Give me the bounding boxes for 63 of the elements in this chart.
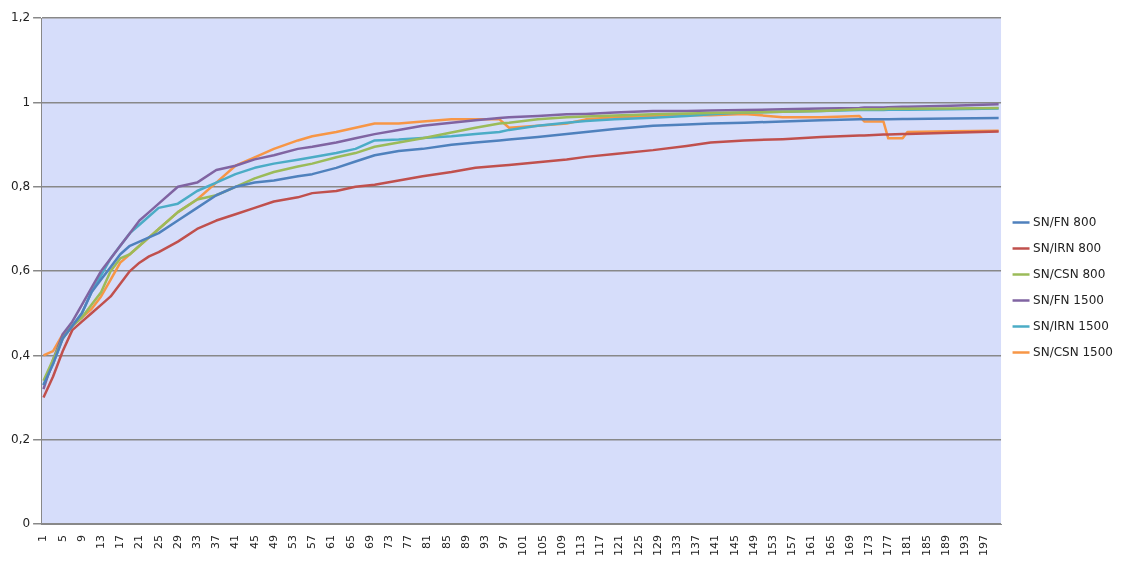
x-tick-label: 97 bbox=[497, 535, 511, 549]
x-tick-label: 29 bbox=[170, 535, 184, 549]
x-tick-label: 117 bbox=[593, 535, 607, 556]
y-tick-label: 0,8 bbox=[10, 178, 31, 193]
x-tick-label: 137 bbox=[689, 535, 703, 556]
x-tick-label: 73 bbox=[381, 535, 395, 549]
x-tick-label: 37 bbox=[209, 535, 223, 549]
y-tick-label: 0,6 bbox=[10, 263, 31, 278]
x-tick-label: 49 bbox=[266, 535, 280, 549]
x-tick-label: 181 bbox=[900, 535, 914, 556]
x-tick-label: 157 bbox=[785, 535, 799, 556]
x-tick-label: 129 bbox=[650, 535, 664, 556]
x-tick-label: 65 bbox=[343, 535, 357, 549]
x-tick-label: 177 bbox=[881, 535, 895, 556]
x-tick-label: 57 bbox=[305, 535, 319, 549]
x-tick-label: 101 bbox=[516, 535, 530, 556]
x-tick-label: 133 bbox=[669, 535, 683, 556]
x-tick-label: 41 bbox=[228, 535, 242, 549]
y-tick-label: 0,4 bbox=[10, 347, 31, 362]
legend-label: SN/CSN 800 bbox=[1033, 266, 1106, 281]
x-tick-label: 69 bbox=[362, 535, 376, 549]
x-tick-label: 77 bbox=[401, 535, 415, 549]
legend-label: SN/CSN 1500 bbox=[1033, 344, 1114, 359]
legend-label: SN/FN 1500 bbox=[1033, 292, 1104, 307]
x-tick-label: 109 bbox=[554, 535, 568, 556]
x-tick-label: 5 bbox=[55, 535, 69, 542]
x-tick-label: 93 bbox=[477, 535, 491, 549]
x-tick-label: 173 bbox=[861, 535, 875, 556]
legend-label: SN/FN 800 bbox=[1033, 214, 1097, 229]
y-tick-label: 1 bbox=[22, 94, 31, 109]
x-tick-label: 89 bbox=[458, 535, 472, 549]
x-tick-label: 153 bbox=[765, 535, 779, 556]
x-tick-label: 165 bbox=[823, 535, 837, 556]
legend-label: SN/IRN 800 bbox=[1033, 240, 1102, 255]
x-tick-label: 53 bbox=[285, 535, 299, 549]
legend-label: SN/IRN 1500 bbox=[1033, 318, 1109, 333]
x-tick-label: 197 bbox=[977, 535, 991, 556]
y-tick-label: 0,2 bbox=[10, 431, 31, 446]
x-tick-label: 125 bbox=[631, 535, 645, 556]
x-tick-label: 161 bbox=[804, 535, 818, 556]
x-tick-label: 61 bbox=[324, 535, 338, 549]
x-tick-label: 113 bbox=[573, 535, 587, 556]
x-tick-label: 1 bbox=[36, 535, 50, 542]
x-tick-label: 21 bbox=[132, 535, 146, 549]
x-tick-label: 189 bbox=[938, 535, 952, 556]
y-tick-label: 1,2 bbox=[10, 10, 31, 25]
x-tick-label: 25 bbox=[151, 535, 165, 549]
x-tick-label: 13 bbox=[93, 535, 107, 549]
x-tick-label: 141 bbox=[708, 535, 722, 556]
x-tick-label: 145 bbox=[727, 535, 741, 556]
x-tick-label: 85 bbox=[439, 535, 453, 549]
x-tick-label: 9 bbox=[74, 535, 88, 542]
x-tick-label: 193 bbox=[957, 535, 971, 556]
x-tick-label: 121 bbox=[612, 535, 626, 556]
x-tick-label: 149 bbox=[746, 535, 760, 556]
x-tick-label: 45 bbox=[247, 535, 261, 549]
x-tick-label: 169 bbox=[842, 535, 856, 556]
x-tick-label: 33 bbox=[189, 535, 203, 549]
x-tick-label: 17 bbox=[113, 535, 127, 549]
x-tick-label: 81 bbox=[420, 535, 434, 549]
x-tick-label: 185 bbox=[919, 535, 933, 556]
x-tick-label: 105 bbox=[535, 535, 549, 556]
y-tick-label: 0 bbox=[22, 516, 31, 531]
